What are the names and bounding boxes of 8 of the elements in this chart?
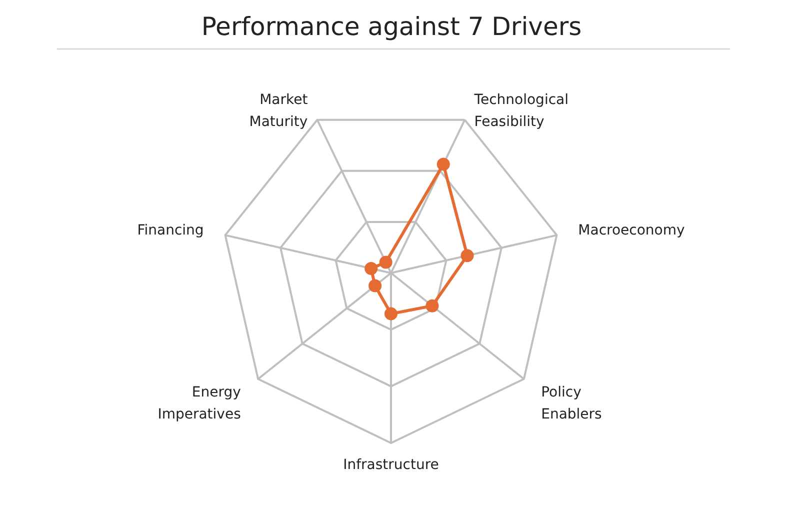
spoke-label: Financing [137,222,204,238]
spoke-label: Market Maturity [249,92,308,130]
spoke-label: Energy Imperatives [158,384,241,423]
spoke-label: Macroeconomy [578,222,685,238]
chart-title: Performance against 7 Drivers [201,12,582,41]
spoke-label: Technological Feasibility [473,92,569,130]
spoke-label: Infrastructure [343,457,439,473]
spoke-label: Policy Enablers [541,384,602,423]
